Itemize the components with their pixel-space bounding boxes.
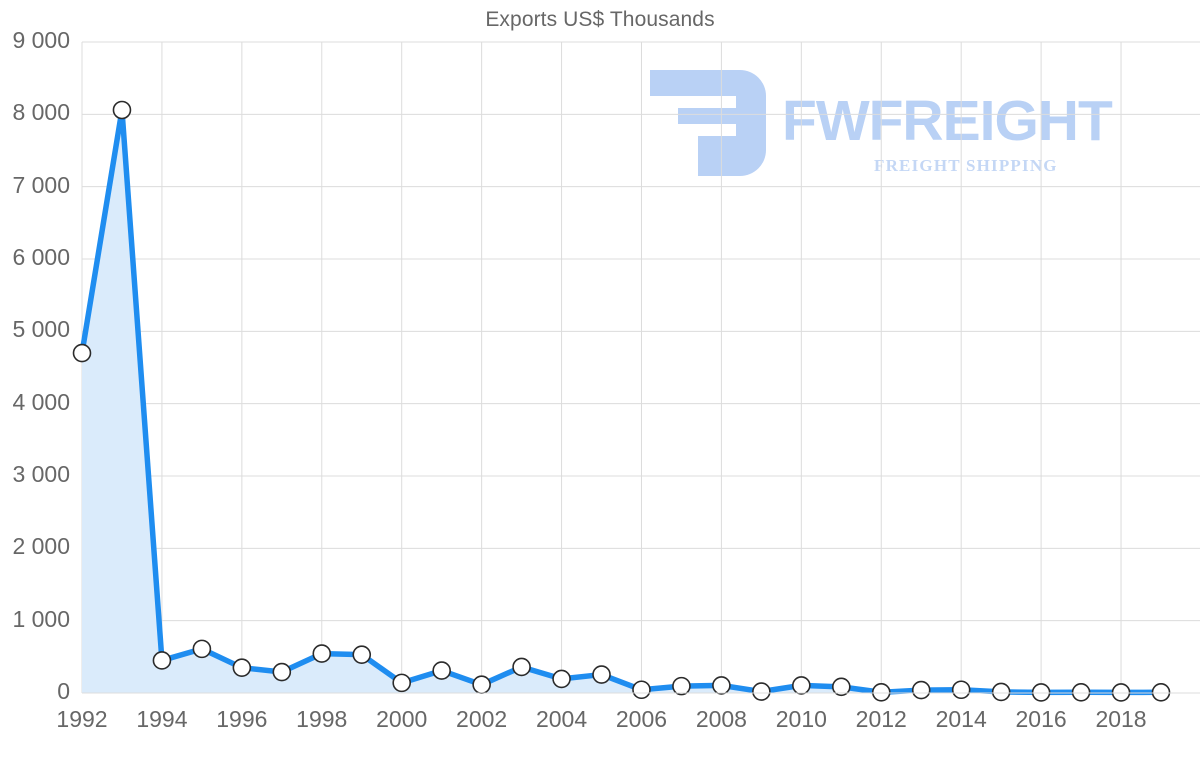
x-axis-tick-label: 2016: [1015, 706, 1067, 732]
data-point-marker[interactable]: [1031, 683, 1051, 702]
x-axis-tick-label: 2002: [456, 706, 508, 732]
data-point-marker[interactable]: [352, 645, 372, 664]
x-axis-tick-label: 2012: [855, 706, 907, 732]
y-axis-tick-label: 6 000: [12, 244, 70, 270]
y-axis-tick-label: 4 000: [12, 388, 70, 415]
data-point-marker[interactable]: [72, 343, 92, 363]
data-point-marker[interactable]: [512, 657, 531, 677]
y-axis-tick-label: 8 000: [12, 99, 70, 126]
y-axis-tick-label: 0: [57, 678, 70, 704]
data-point-marker[interactable]: [552, 669, 571, 689]
x-axis-tick-label: 1994: [136, 706, 188, 732]
x-axis-tick-label: 2018: [1095, 706, 1147, 732]
data-point-marker[interactable]: [1151, 682, 1171, 702]
data-point-marker[interactable]: [752, 682, 771, 701]
data-point-marker[interactable]: [911, 680, 931, 700]
gridlines: [81, 41, 1200, 694]
x-axis-tick-label: 2014: [935, 706, 987, 732]
data-point-marker[interactable]: [712, 676, 731, 695]
data-point-marker[interactable]: [232, 658, 252, 677]
data-point-marker[interactable]: [831, 677, 851, 697]
x-axis-tick-label: 1998: [296, 706, 348, 732]
y-axis-tick-label: 1 000: [12, 605, 70, 632]
y-axis-tick-label: 5 000: [12, 316, 70, 343]
data-point-marker[interactable]: [472, 675, 491, 694]
x-axis-tick-label: 1996: [216, 706, 268, 732]
data-line: [79, 107, 1164, 696]
data-point-marker[interactable]: [672, 676, 691, 696]
data-point-marker[interactable]: [152, 651, 172, 670]
x-axis-tick-label: 2010: [775, 706, 827, 732]
data-point-markers: [72, 100, 1171, 702]
y-axis-tick-label: 9 000: [12, 27, 70, 53]
x-axis-tick-label: 2004: [535, 706, 588, 732]
data-point-marker[interactable]: [871, 682, 891, 702]
y-axis-tick-label: 2 000: [12, 533, 70, 560]
data-point-marker[interactable]: [112, 100, 132, 120]
data-point-marker[interactable]: [432, 661, 451, 680]
y-axis-tick-label: 7 000: [12, 171, 70, 198]
data-point-marker[interactable]: [1071, 682, 1091, 702]
chart-title: Exports US$ Thousands: [485, 8, 715, 31]
data-point-marker[interactable]: [272, 662, 292, 682]
area-fill: [82, 109, 1161, 694]
x-axis-tick-label: 2000: [376, 706, 428, 732]
y-axis-tick-label: 3 000: [12, 461, 70, 487]
data-point-marker[interactable]: [1111, 683, 1131, 702]
data-point-marker[interactable]: [632, 680, 651, 700]
data-point-marker[interactable]: [592, 665, 611, 684]
data-point-marker[interactable]: [392, 673, 412, 693]
data-point-marker[interactable]: [192, 639, 212, 659]
data-point-marker[interactable]: [951, 680, 971, 700]
data-point-marker[interactable]: [312, 644, 332, 663]
x-axis-tick-label: 2008: [695, 706, 747, 732]
x-axis-tick-label: 2006: [615, 706, 668, 732]
data-point-marker[interactable]: [991, 682, 1011, 702]
data-point-marker[interactable]: [792, 676, 811, 695]
x-axis-tick-label: 1992: [56, 706, 108, 732]
